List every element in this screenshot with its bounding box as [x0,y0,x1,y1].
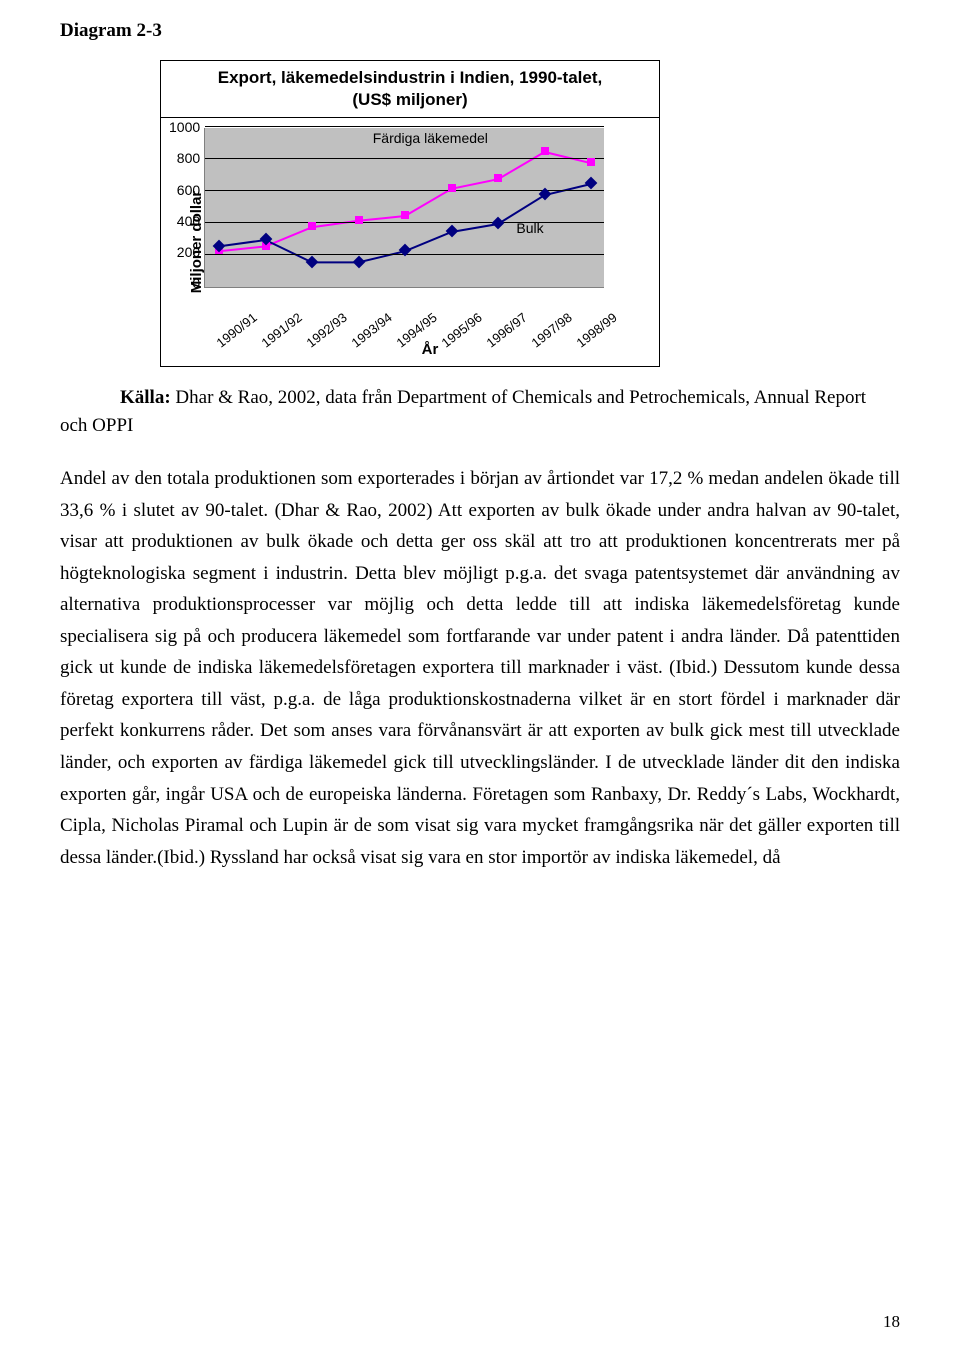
x-ticks: 1990/911991/921992/931993/941994/951995/… [211,296,611,311]
source-line: Källa: Dhar & Rao, 2002, data från Depar… [60,387,900,409]
square-marker [448,184,456,192]
square-marker [587,158,595,166]
chart-title-line2: (US$ miljoner) [352,90,467,109]
diagram-label: Diagram 2-3 [60,20,900,42]
square-marker [541,147,549,155]
chart-title: Export, läkemedelsindustrin i Indien, 19… [160,60,660,118]
gridline [205,158,604,159]
source-text: Dhar & Rao, 2002, data från Department o… [171,387,866,408]
y-tick: 800 [177,151,200,165]
source-prefix: Källa: [120,387,171,408]
square-marker [494,174,502,182]
square-marker [308,222,316,230]
chart-box: Miljoner dollar 10008006004002000 Färdig… [160,118,660,367]
gridline [205,126,604,127]
source-cont: och OPPI [60,415,900,437]
chart-title-line1: Export, läkemedelsindustrin i Indien, 19… [218,68,603,87]
y-tick: 1000 [169,120,200,134]
series-label: Färdiga läkemedel [373,130,488,146]
chart-container: Export, läkemedelsindustrin i Indien, 19… [160,60,900,367]
square-marker [355,216,363,224]
series-label: Bulk [516,220,543,236]
body-paragraph: Andel av den totala produktionen som exp… [60,463,900,873]
page-number: 18 [883,1312,900,1332]
gridline [205,222,604,223]
square-marker [401,211,409,219]
plot-area: Färdiga läkemedel Bulk [204,128,604,288]
y-axis-label: Miljoner dollar [188,191,205,294]
